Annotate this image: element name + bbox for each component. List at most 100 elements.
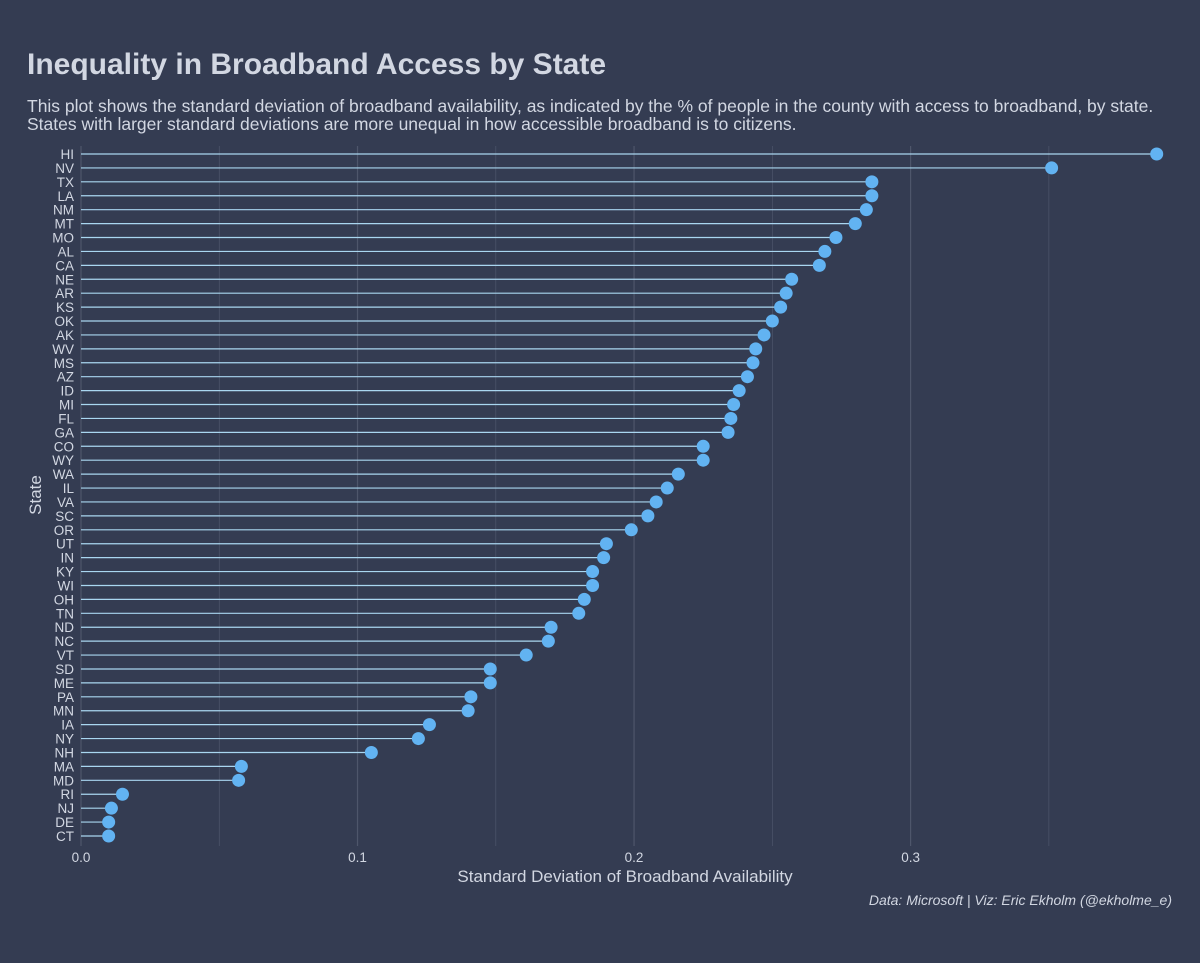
y-tick-label: AR: [55, 286, 74, 301]
y-tick-label: TX: [57, 175, 74, 190]
chart-caption: Data: Microsoft | Viz: Eric Ekholm (@ekh…: [868, 892, 1172, 908]
y-tick-label: OH: [54, 592, 74, 607]
y-tick-label: VA: [57, 495, 74, 510]
lollipop-point: [765, 314, 779, 328]
y-tick-label: AL: [57, 244, 74, 259]
lollipop-marks: [81, 147, 1164, 843]
lollipop-point: [1150, 147, 1164, 161]
lollipop-point: [586, 565, 600, 579]
lollipop-point: [774, 300, 788, 314]
lollipop-point: [102, 815, 116, 829]
lollipop-point: [464, 690, 478, 704]
y-tick-label: SD: [55, 662, 74, 677]
y-tick-label: IN: [61, 551, 75, 566]
lollipop-point: [848, 217, 862, 231]
lollipop-point: [671, 467, 685, 481]
lollipop-point: [757, 328, 771, 342]
y-tick-label: IL: [63, 481, 75, 496]
y-tick-label: IA: [61, 718, 74, 733]
lollipop-point: [483, 662, 497, 676]
lollipop-point: [660, 481, 674, 495]
lollipop-point: [577, 592, 591, 606]
y-tick-label: WI: [58, 578, 75, 593]
lollipop-point: [649, 495, 663, 509]
x-tick-label: 0.0: [72, 850, 91, 865]
y-tick-label: UT: [56, 537, 74, 552]
lollipop-point: [641, 509, 655, 523]
lollipop-point: [1045, 161, 1059, 175]
lollipop-point: [422, 718, 436, 732]
y-tick-label: MN: [53, 704, 74, 719]
y-tick-label: MI: [59, 398, 74, 413]
lollipop-point: [572, 606, 586, 620]
lollipop-point: [234, 759, 248, 773]
lollipop-point: [829, 231, 843, 245]
lollipop-point: [624, 523, 638, 537]
x-axis-title: Standard Deviation of Broadband Availabi…: [457, 867, 793, 886]
lollipop-point: [519, 648, 533, 662]
lollipop-point: [859, 203, 873, 217]
lollipop-point: [732, 384, 746, 398]
chart-title: Inequality in Broadband Access by State: [27, 48, 607, 81]
lollipop-point: [696, 453, 710, 467]
x-axis-ticks: 0.0 0.1 0.2 0.3: [72, 850, 920, 865]
y-tick-label: DE: [55, 815, 74, 830]
y-tick-label: AK: [56, 328, 74, 343]
y-tick-label: MO: [52, 231, 74, 246]
lollipop-point: [232, 773, 246, 787]
x-tick-label: 0.3: [901, 850, 920, 865]
lollipop-point: [696, 439, 710, 453]
lollipop-point: [746, 356, 760, 370]
lollipop-point: [586, 578, 600, 592]
lollipop-point: [544, 620, 558, 634]
y-axis-ticks: HINVTXLANMMTMOALCANEARKSOKAKWVMSAZIDMIFL…: [52, 147, 74, 844]
y-tick-label: AZ: [57, 370, 74, 385]
y-tick-label: RI: [61, 787, 75, 802]
y-tick-label: GA: [54, 425, 74, 440]
lollipop-point: [785, 272, 799, 286]
y-tick-label: LA: [57, 189, 74, 204]
y-tick-label: KY: [56, 565, 74, 580]
y-tick-label: VT: [57, 648, 74, 663]
lollipop-point: [812, 258, 826, 272]
lollipop-point: [599, 537, 613, 551]
gridlines: [80, 146, 1050, 846]
y-tick-label: NV: [55, 161, 74, 176]
lollipop-point: [865, 175, 879, 189]
lollipop-point: [364, 745, 378, 759]
y-tick-label: ID: [61, 384, 75, 399]
y-tick-label: SC: [55, 509, 74, 524]
y-tick-label: KS: [56, 300, 74, 315]
y-tick-label: ND: [55, 620, 75, 635]
y-tick-label: CT: [56, 829, 74, 844]
y-tick-label: PA: [57, 690, 74, 705]
x-tick-label: 0.1: [348, 850, 367, 865]
lollipop-point: [721, 425, 735, 439]
y-tick-label: OK: [54, 314, 74, 329]
y-tick-label: CO: [54, 439, 74, 454]
lollipop-point: [740, 370, 754, 384]
lollipop-point: [818, 244, 832, 258]
y-tick-label: ME: [54, 676, 74, 691]
y-tick-label: HI: [61, 147, 75, 162]
y-tick-label: NJ: [58, 801, 75, 816]
y-tick-label: MS: [54, 356, 74, 371]
y-tick-label: WA: [53, 467, 74, 482]
y-tick-label: WY: [52, 453, 74, 468]
lollipop-point: [102, 829, 116, 843]
y-tick-label: MD: [53, 773, 74, 788]
chart-subtitle: This plot shows the standard deviation o…: [27, 96, 1154, 134]
lollipop-point: [461, 704, 475, 718]
lollipop-point: [597, 551, 611, 565]
y-tick-label: NH: [55, 745, 75, 760]
y-tick-label: WV: [52, 342, 74, 357]
y-tick-label: NY: [55, 732, 74, 747]
y-tick-label: MT: [55, 217, 75, 232]
x-tick-label: 0.2: [625, 850, 644, 865]
y-tick-label: MA: [54, 759, 74, 774]
lollipop-point: [724, 411, 738, 425]
y-tick-label: NE: [55, 272, 74, 287]
y-tick-label: NC: [55, 634, 75, 649]
y-tick-label: TN: [56, 606, 74, 621]
